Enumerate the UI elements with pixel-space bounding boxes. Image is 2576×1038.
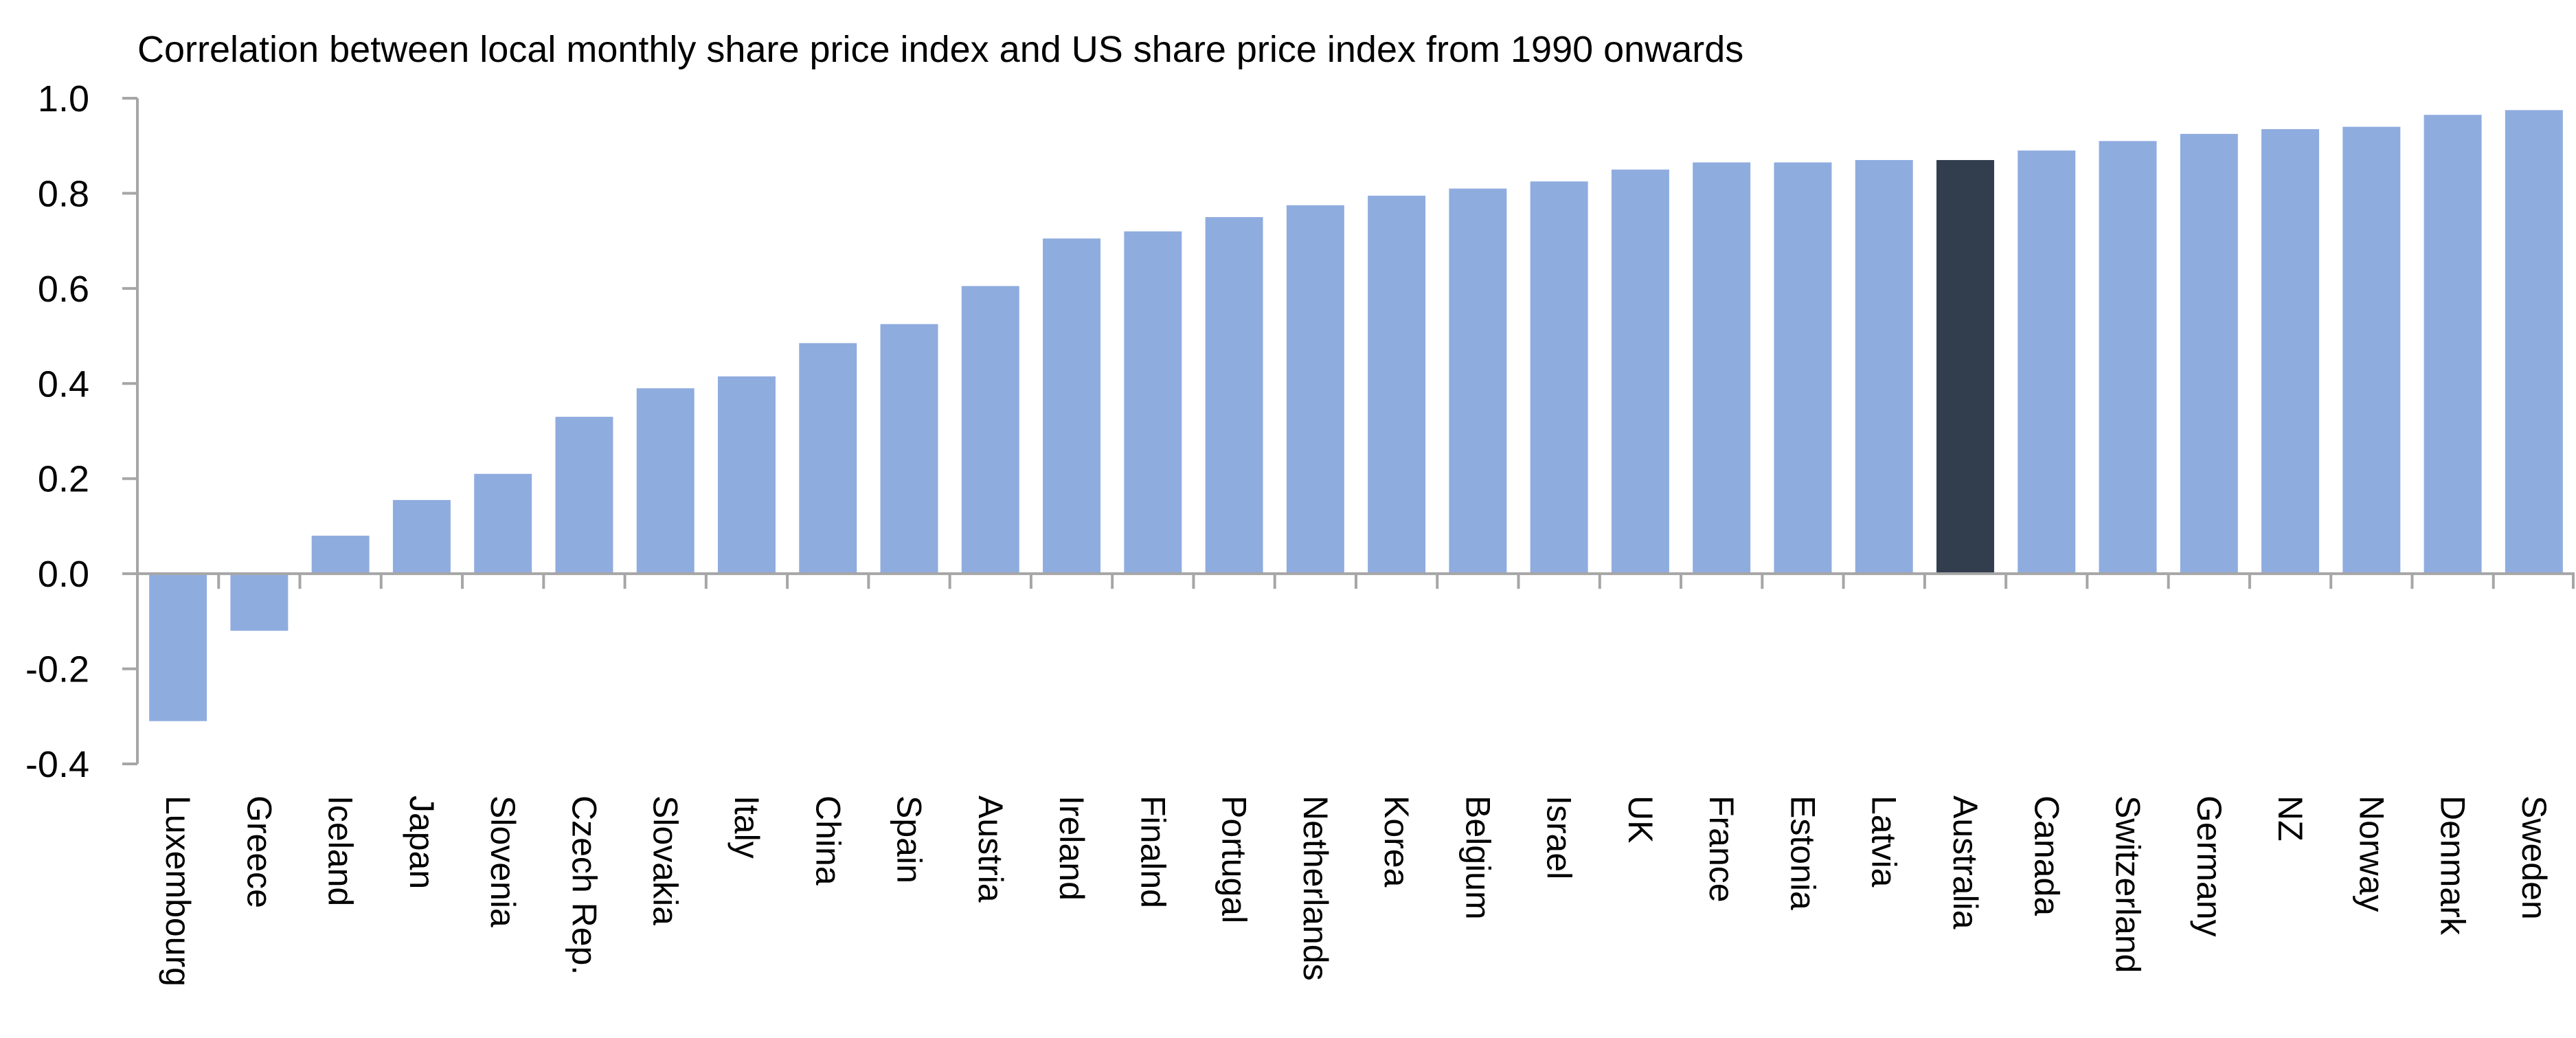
chart-title: Correlation between local monthly share … bbox=[137, 29, 1743, 70]
y-tick-label: -0.2 bbox=[25, 649, 89, 690]
x-tick-label: Finalnd bbox=[1133, 796, 1172, 908]
bar-slovenia bbox=[474, 473, 532, 574]
bar-canada bbox=[2018, 150, 2076, 574]
x-tick-label: Japan bbox=[403, 796, 441, 889]
y-tick-label: 0.0 bbox=[38, 554, 89, 595]
bars bbox=[149, 110, 2563, 721]
bar-japan bbox=[392, 499, 451, 574]
y-tick-label: 0.4 bbox=[38, 363, 89, 405]
x-tick-label: China bbox=[809, 796, 847, 885]
bar-germany bbox=[2180, 133, 2238, 574]
bar-slovakia bbox=[636, 388, 694, 574]
y-tick-label: 0.8 bbox=[38, 173, 89, 214]
x-tick-label: Greece bbox=[240, 796, 278, 908]
x-tick-label: Norway bbox=[2352, 796, 2391, 912]
x-tick-label: Australia bbox=[1946, 796, 1985, 929]
x-tick-label: Iceland bbox=[321, 796, 360, 906]
bar-israel bbox=[1530, 181, 1588, 574]
x-tick-label: NZ bbox=[2271, 796, 2309, 842]
bar-netherlands bbox=[1286, 205, 1344, 574]
bar-italy bbox=[718, 376, 776, 574]
x-tick-label: Italy bbox=[727, 796, 766, 859]
x-tick-label: Latvia bbox=[1865, 796, 1903, 888]
x-tick-label: Korea bbox=[1377, 796, 1416, 888]
x-tick-label: Israel bbox=[1540, 796, 1579, 879]
bar-switzerland bbox=[2099, 141, 2157, 574]
bar-estonia bbox=[1774, 162, 1832, 574]
bar-iceland bbox=[311, 535, 370, 574]
y-axis: 1.0 0.8 0.6 0.4 0.2 0.0 -0.2 -0.4 bbox=[25, 78, 139, 785]
x-tick-label: Netherlands bbox=[1296, 796, 1335, 981]
bar-finalnd bbox=[1124, 231, 1182, 574]
bar-belgium bbox=[1449, 188, 1507, 574]
x-tick-label: Spain bbox=[890, 796, 929, 883]
bar-greece bbox=[230, 574, 289, 631]
bar-norway bbox=[2342, 126, 2401, 574]
x-tick-label: Estonia bbox=[1783, 796, 1822, 910]
x-tick-label: Switzerland bbox=[2109, 796, 2147, 973]
x-tick-label: Czech Rep. bbox=[565, 796, 603, 975]
bar-czech-rep bbox=[555, 416, 613, 574]
bar-austria bbox=[961, 286, 1019, 574]
y-tick-label: -0.4 bbox=[25, 744, 89, 785]
y-tick-label: 0.2 bbox=[38, 459, 89, 500]
bar-australia bbox=[1936, 159, 1994, 574]
bar-uk bbox=[1611, 169, 1669, 574]
x-tick-label: Slovakia bbox=[646, 796, 685, 925]
y-tick-label: 0.6 bbox=[38, 269, 89, 310]
x-tick-label: Denmark bbox=[2434, 796, 2472, 936]
bar-denmark bbox=[2424, 115, 2482, 574]
x-tick-label: Austria bbox=[971, 796, 1010, 903]
x-tick-label: Portugal bbox=[1215, 796, 1254, 923]
x-tick-label: France bbox=[1702, 796, 1741, 903]
x-tick-label: Sweden bbox=[2515, 796, 2553, 920]
bar-france bbox=[1693, 162, 1751, 574]
y-tick-label: 1.0 bbox=[38, 78, 89, 120]
bar-china bbox=[799, 343, 857, 574]
x-tick-label: Germany bbox=[2190, 796, 2228, 937]
bar-ireland bbox=[1043, 238, 1101, 574]
bar-sweden bbox=[2505, 110, 2563, 574]
bar-korea bbox=[1368, 195, 1426, 574]
bar-spain bbox=[880, 324, 938, 574]
x-tick-label: Canada bbox=[2027, 796, 2066, 916]
bar-portugal bbox=[1205, 217, 1263, 574]
x-tick-label: UK bbox=[1621, 796, 1660, 843]
x-tick-label: Slovenia bbox=[484, 796, 522, 927]
bar-latvia bbox=[1855, 159, 1913, 574]
bar-luxembourg bbox=[149, 574, 207, 721]
x-tick-label: Belgium bbox=[1458, 796, 1497, 920]
x-tick-label: Luxembourg bbox=[159, 796, 197, 986]
x-tick-label: Ireland bbox=[1052, 796, 1091, 901]
bar-nz bbox=[2261, 128, 2320, 574]
x-axis: Luxembourg Greece Iceland Japan Slovenia Czec… bbox=[136, 572, 2575, 986]
